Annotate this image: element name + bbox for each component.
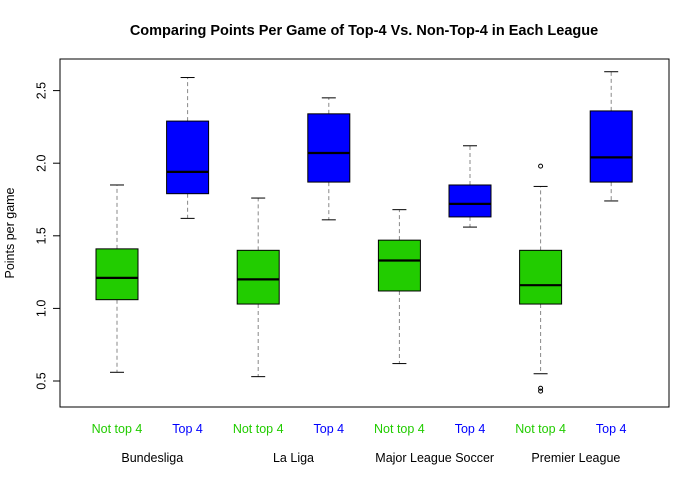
x-axis-labels: Not top 4 Top 4 Not top 4 Top 4 Not top 4 Top… bbox=[92, 422, 627, 465]
box-bundesliga-not-top-4 bbox=[95, 184, 139, 373]
y-axis: 0.5 1.0 1.5 2.0 2.5 bbox=[34, 82, 61, 390]
plot-frame bbox=[59, 58, 670, 408]
iqr-box bbox=[377, 239, 421, 292]
outlier-point bbox=[538, 388, 544, 394]
league-label: La Liga bbox=[273, 451, 314, 465]
y-tick-label: 2.0 bbox=[34, 154, 48, 171]
y-tick-label: 1.0 bbox=[34, 300, 48, 317]
iqr-box bbox=[236, 249, 280, 305]
group-label: Not top 4 bbox=[233, 422, 284, 436]
box-la-liga-not-top-4 bbox=[236, 197, 280, 378]
iqr-box bbox=[519, 249, 563, 305]
y-tick-label: 2.5 bbox=[34, 82, 48, 99]
box-group bbox=[95, 71, 633, 394]
group-label: Top 4 bbox=[314, 422, 345, 436]
group-label: Not top 4 bbox=[92, 422, 143, 436]
y-tick-label: 0.5 bbox=[34, 372, 48, 389]
box-major-league-soccer-not-top-4 bbox=[377, 209, 421, 365]
iqr-box bbox=[95, 248, 139, 301]
outlier-point bbox=[538, 385, 544, 391]
iqr-box bbox=[589, 110, 633, 183]
group-label: Top 4 bbox=[596, 422, 627, 436]
iqr-box bbox=[448, 184, 492, 218]
league-label: Bundesliga bbox=[121, 451, 183, 465]
league-label: Premier League bbox=[531, 451, 620, 465]
league-label: Major League Soccer bbox=[375, 451, 494, 465]
chart-title: Comparing Points Per Game of Top-4 Vs. N… bbox=[130, 23, 598, 39]
group-label: Not top 4 bbox=[374, 422, 425, 436]
group-label: Top 4 bbox=[455, 422, 486, 436]
y-tick-label: 1.5 bbox=[34, 227, 48, 244]
iqr-box bbox=[166, 120, 210, 195]
box-major-league-soccer-top-4 bbox=[448, 145, 492, 228]
outlier-point bbox=[538, 163, 544, 169]
group-label: Not top 4 bbox=[515, 422, 566, 436]
group-label: Top 4 bbox=[172, 422, 203, 436]
iqr-box bbox=[307, 113, 351, 183]
box-premier-league-not-top-4 bbox=[519, 163, 563, 394]
y-axis-label: Points per game bbox=[3, 187, 17, 278]
box-bundesliga-top-4 bbox=[166, 77, 210, 219]
box-premier-league-top-4 bbox=[589, 71, 633, 202]
box-la-liga-top-4 bbox=[307, 97, 351, 221]
